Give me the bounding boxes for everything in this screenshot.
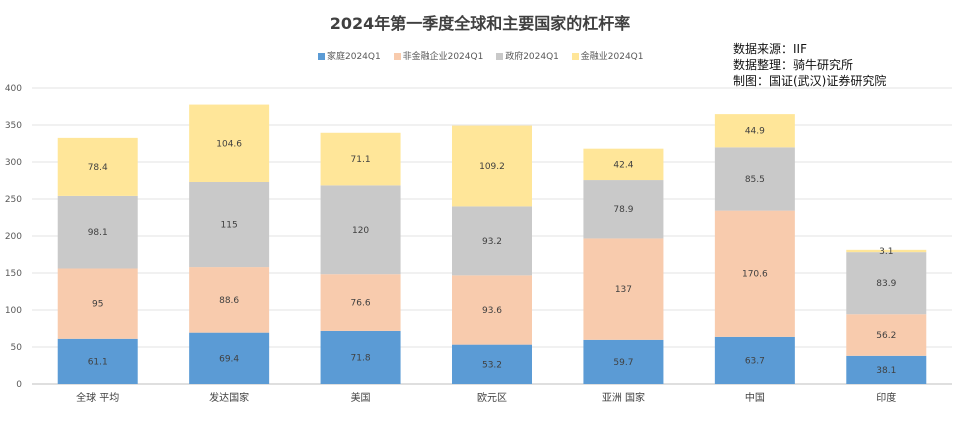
legend-swatch-government (496, 53, 504, 60)
data-source-text: 数据来源：IIF (733, 42, 807, 56)
data-label: 83.9 (876, 279, 896, 289)
legend-item-household: 家庭2024Q1 (318, 49, 381, 62)
y-tick-label: 50 (11, 343, 23, 353)
y-tick-label: 300 (5, 158, 22, 168)
bar-segment (320, 185, 401, 275)
data-label: 59.7 (613, 358, 633, 368)
data-label: 61.1 (88, 357, 108, 367)
data-label: 88.6 (219, 296, 239, 306)
x-tick-label: 欧元区 (477, 392, 507, 404)
data-label: 104.6 (216, 139, 242, 149)
y-tick-label: 150 (5, 269, 22, 279)
y-tick-label: 200 (5, 232, 22, 242)
data-label: 95 (92, 300, 103, 310)
bar-segment (320, 132, 401, 186)
legend-label-nonfinancial: 非金融企业2024Q1 (402, 52, 484, 62)
bar-segment (189, 332, 270, 384)
y-tick-label: 400 (5, 84, 22, 94)
chart-title: 2024年第一季度全球和主要国家的杠杆率 (329, 14, 631, 33)
x-tick-label: 亚洲 国家 (602, 391, 645, 404)
data-label: 78.4 (88, 163, 108, 173)
data-label: 69.4 (219, 354, 239, 364)
bar-segment (846, 355, 927, 384)
x-tick-label: 美国 (351, 391, 371, 404)
bar-segment (320, 330, 401, 384)
bar-segment (57, 338, 138, 384)
data-label: 85.5 (745, 175, 765, 185)
legend-label-government: 政府2024Q1 (505, 52, 559, 62)
legend-swatch-financial (571, 53, 579, 60)
data-compiled-text: 数据整理：骑牛研究所 (733, 58, 854, 72)
data-label: 63.7 (745, 356, 765, 366)
bar-segment (583, 148, 664, 181)
bar-segment (320, 274, 401, 331)
legend-item-nonfinancial: 非金融企业2024Q1 (393, 49, 484, 62)
legend-swatch-nonfinancial (393, 53, 401, 60)
bar-segment (846, 252, 927, 315)
bar-segment (57, 195, 138, 269)
data-label: 93.2 (482, 237, 502, 247)
data-label: 78.9 (613, 205, 633, 215)
data-label: 71.8 (351, 353, 371, 363)
data-label: 53.2 (482, 360, 502, 370)
bar-segment (714, 210, 795, 337)
bar-segment (452, 275, 532, 345)
source-annotation: 数据来源：IIF 数据整理：骑牛研究所 制图：国证(武汉)证券研究院 (733, 41, 886, 89)
legend-item-financial: 金融业2024Q1 (571, 49, 644, 62)
legend-item-government: 政府2024Q1 (496, 49, 559, 62)
data-label: 76.6 (351, 299, 371, 309)
data-label: 3.1 (879, 247, 893, 257)
bar-segment (714, 336, 795, 384)
bar-segment (714, 147, 795, 211)
data-label: 71.1 (351, 155, 371, 165)
bar-segment (57, 268, 138, 339)
bar-segment (583, 339, 664, 384)
y-tick-label: 100 (5, 306, 22, 316)
y-tick-label: 250 (5, 195, 22, 205)
data-label: 109.2 (479, 162, 505, 172)
bar-segment (189, 267, 270, 333)
legend-label-household: 家庭2024Q1 (327, 52, 381, 62)
y-tick-label: 0 (16, 380, 22, 390)
bar-segment (189, 104, 270, 182)
x-tick-label: 印度 (876, 391, 896, 404)
data-label: 98.1 (88, 228, 108, 238)
bar-segment (452, 344, 532, 384)
bar-segment (583, 180, 664, 239)
x-tick-label: 发达国家 (209, 391, 249, 404)
legend: 家庭2024Q1 非金融企业2024Q1 政府2024Q1 金融业2024Q1 (318, 49, 654, 62)
bar-segment (452, 206, 532, 276)
bar-segment (846, 314, 927, 356)
legend-label-financial: 金融业2024Q1 (580, 52, 644, 62)
bar-segment (452, 125, 532, 207)
bar-segment (189, 181, 270, 268)
x-tick-label: 中国 (745, 391, 765, 404)
data-label: 120 (352, 226, 369, 236)
data-label: 56.2 (876, 331, 896, 341)
data-label: 93.6 (482, 306, 502, 316)
legend-swatch-household (318, 53, 325, 60)
data-label: 115 (221, 221, 238, 231)
x-tick-label: 全球 平均 (76, 391, 119, 404)
data-label: 170.6 (742, 270, 768, 280)
chart-credit-text: 制图：国证(武汉)证券研究院 (733, 74, 887, 88)
data-label: 42.4 (613, 160, 633, 170)
bar-segment (714, 114, 795, 148)
data-label: 38.1 (876, 366, 896, 376)
bar-segment (846, 249, 927, 253)
data-label: 44.9 (745, 127, 765, 137)
bar-segment (583, 238, 664, 340)
data-label: 137 (615, 285, 632, 295)
y-tick-label: 350 (5, 121, 22, 131)
bar-segment (57, 137, 138, 196)
